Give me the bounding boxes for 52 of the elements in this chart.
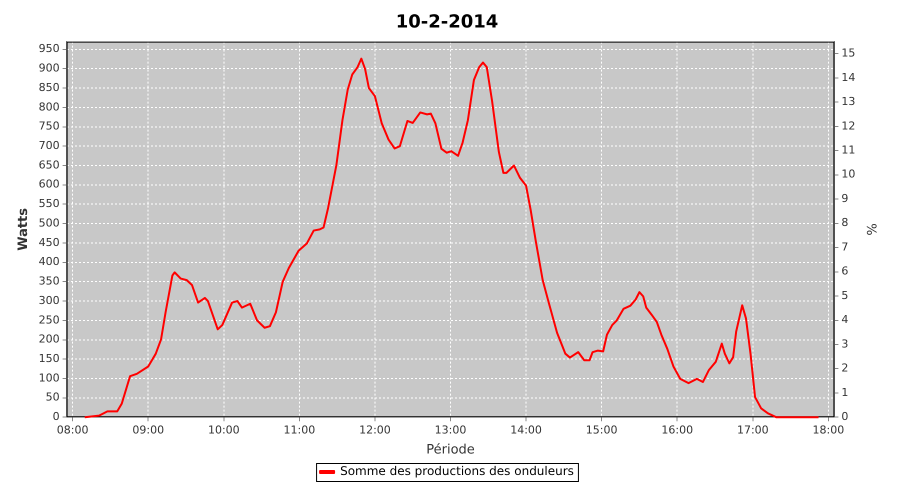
y-tick-label: 600 bbox=[38, 178, 60, 191]
y2-tick-label: 9 bbox=[841, 192, 848, 205]
y2-tick-label: 15 bbox=[841, 46, 856, 60]
x-tick-label: 10:00 bbox=[208, 424, 240, 437]
y-tick-label: 850 bbox=[38, 80, 60, 94]
y-axis-title: Watts bbox=[16, 208, 32, 251]
y2-tick-label: 12 bbox=[841, 119, 856, 132]
y-tick-label: 450 bbox=[38, 236, 60, 249]
x-tick-label: 11:00 bbox=[284, 424, 316, 437]
y-tick-label: 400 bbox=[38, 255, 60, 268]
y2-axis-title: % bbox=[862, 223, 878, 236]
legend-label: Somme des productions des onduleurs bbox=[340, 464, 574, 478]
y2-tick-label: 3 bbox=[841, 337, 848, 350]
x-tick-label: 16:00 bbox=[661, 424, 694, 437]
x-axis-title: Période bbox=[426, 442, 475, 458]
y2-tick-label: 4 bbox=[841, 313, 848, 326]
y-tick-label: 150 bbox=[38, 352, 60, 365]
y-tick-label: 0 bbox=[52, 410, 60, 424]
y2-tick-label: 1 bbox=[841, 386, 848, 399]
y-tick-label: 800 bbox=[38, 100, 60, 114]
y-tick-label: 900 bbox=[38, 62, 60, 75]
y-tick-label: 200 bbox=[38, 332, 60, 346]
y-tick-label: 650 bbox=[38, 158, 60, 172]
x-tick-label: 09:00 bbox=[132, 424, 164, 437]
y-tick-label: 350 bbox=[38, 274, 60, 288]
x-tick-label: 08:00 bbox=[56, 424, 88, 437]
y-tick-label: 500 bbox=[38, 216, 60, 230]
x-tick-label: 12:00 bbox=[359, 424, 391, 437]
y2-tick-label: 7 bbox=[841, 240, 848, 254]
y-tick-label: 300 bbox=[38, 294, 60, 307]
y2-tick-label: 6 bbox=[841, 264, 848, 278]
y-tick-label: 950 bbox=[38, 42, 60, 56]
chart-title: 10-2-2014 bbox=[396, 11, 498, 32]
y-tick-label: 100 bbox=[38, 371, 60, 384]
x-tick-label: 17:00 bbox=[736, 424, 769, 437]
y-tick-label: 750 bbox=[38, 120, 60, 133]
y2-tick-label: 0 bbox=[841, 410, 848, 424]
x-tick-label: 15:00 bbox=[586, 424, 618, 437]
y2-tick-label: 10 bbox=[841, 168, 856, 181]
y2-tick-label: 14 bbox=[841, 70, 856, 84]
y2-tick-label: 11 bbox=[841, 144, 856, 157]
y2-tick-label: 13 bbox=[841, 95, 856, 108]
y-tick-label: 50 bbox=[46, 390, 60, 404]
y2-tick-label: 5 bbox=[841, 288, 848, 302]
y-tick-label: 250 bbox=[38, 313, 60, 326]
y2-tick-label: 8 bbox=[841, 216, 848, 230]
y2-tick-label: 2 bbox=[841, 362, 848, 375]
x-tick-label: 14:00 bbox=[510, 424, 542, 437]
x-tick-label: 13:00 bbox=[434, 424, 466, 437]
x-tick-label: 18:00 bbox=[812, 424, 844, 437]
y-tick-label: 700 bbox=[38, 139, 60, 152]
y-tick-label: 550 bbox=[38, 197, 60, 210]
